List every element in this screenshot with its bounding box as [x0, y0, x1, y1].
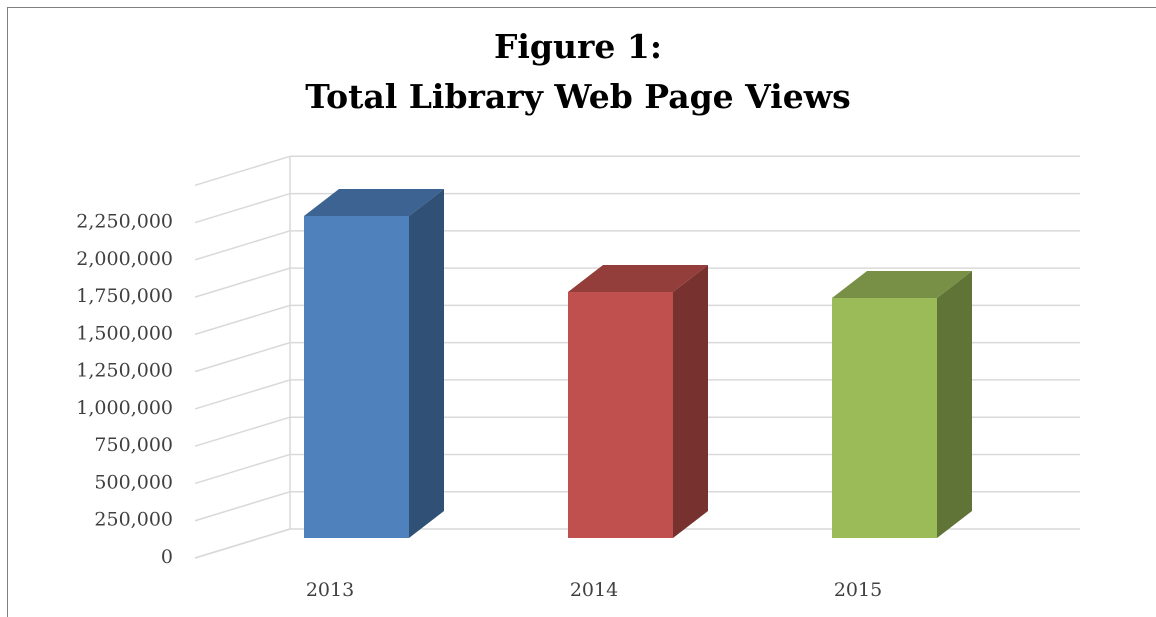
bar-side — [937, 270, 972, 538]
grid-line — [194, 453, 291, 485]
grid-line — [194, 304, 291, 336]
x-tick-label: 2013 — [306, 579, 354, 601]
bar-front — [832, 297, 937, 538]
bar-top — [832, 270, 972, 298]
grid-line — [194, 267, 291, 298]
y-tick-label: 250,000 — [94, 509, 173, 531]
bar-side — [673, 265, 708, 538]
grid-line — [194, 528, 291, 559]
x-tick-label: 2015 — [834, 579, 882, 601]
grid-line — [194, 341, 291, 373]
y-tick-label: 1,750,000 — [76, 285, 173, 307]
bar-top — [568, 265, 708, 293]
bar-front — [568, 292, 673, 538]
y-tick-label: 2,000,000 — [76, 248, 173, 270]
y-tick-label: 750,000 — [94, 434, 173, 456]
y-tick-label: 1,500,000 — [76, 322, 173, 344]
grid-line — [194, 416, 291, 447]
grid-line — [194, 379, 291, 410]
grid-line — [194, 230, 291, 261]
y-tick-label: 1,250,000 — [76, 360, 173, 382]
grid-line — [194, 155, 291, 187]
grid-line — [194, 192, 291, 224]
grid-line — [194, 491, 291, 522]
y-tick-label: 0 — [161, 546, 173, 568]
bar-front — [304, 215, 409, 539]
y-tick-label: 500,000 — [94, 471, 173, 493]
y-tick-label: 2,250,000 — [76, 211, 173, 233]
chart-title: Total Library Web Page Views — [305, 77, 850, 116]
bar-top — [304, 188, 444, 216]
x-tick-label: 2014 — [570, 579, 618, 601]
chart-border — [7, 7, 1156, 617]
chart-title: Figure 1: — [494, 27, 662, 66]
bar-side — [409, 188, 444, 539]
y-tick-label: 1,000,000 — [76, 397, 173, 419]
